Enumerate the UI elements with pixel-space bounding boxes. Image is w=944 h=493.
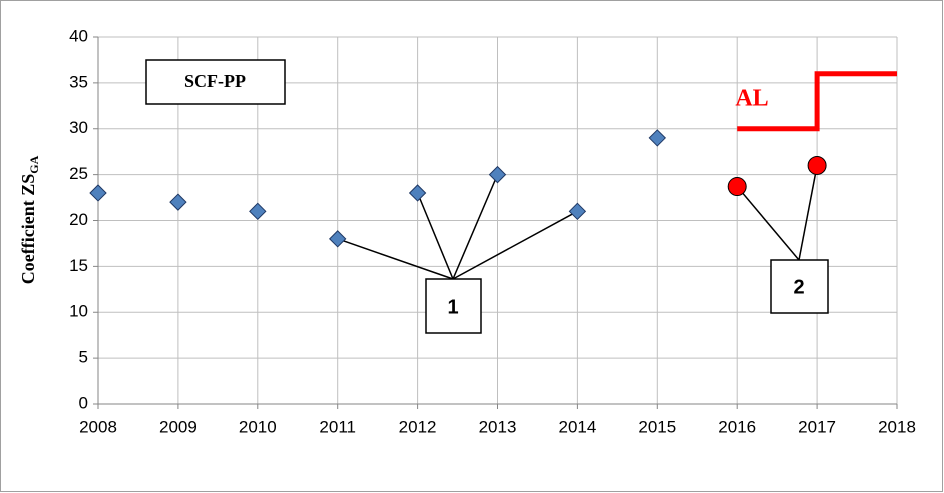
- y-tick-label: 15: [69, 256, 88, 275]
- limit-line: [737, 71, 897, 132]
- x-tick-label: 2009: [159, 417, 197, 436]
- y-tick-label: 10: [69, 302, 88, 321]
- y-tick-label: 20: [69, 210, 88, 229]
- point: [89, 184, 107, 202]
- point: [727, 177, 747, 197]
- x-tick-label: 2017: [798, 417, 836, 436]
- x-tick-label: 2010: [239, 417, 277, 436]
- annotation: 1: [447, 296, 458, 318]
- point: [408, 184, 427, 202]
- y-axis-label-sub: GA: [27, 155, 41, 173]
- x-tick-label: 2018: [878, 417, 916, 436]
- y-tick-label: 0: [79, 393, 88, 412]
- annotation: AL: [735, 86, 768, 112]
- y-tick-label: 35: [69, 72, 88, 91]
- annotation-box: [145, 59, 286, 105]
- point: [328, 230, 347, 248]
- y-tick-label: 5: [79, 348, 88, 367]
- point: [249, 202, 267, 221]
- callout-line: [416, 192, 454, 280]
- callout-line: [736, 186, 800, 261]
- x-tick-label: 2013: [479, 417, 517, 436]
- point: [568, 202, 587, 221]
- x-tick-label: 2008: [79, 417, 117, 436]
- x-tick-label: 2015: [638, 417, 676, 436]
- x-tick-label: 2011: [319, 417, 356, 436]
- y-tick-label: 30: [69, 118, 88, 137]
- y-tick-label: 40: [69, 26, 88, 45]
- point: [807, 155, 827, 175]
- annotation: SCF-PP: [184, 71, 246, 91]
- callout-line: [452, 210, 578, 280]
- y-axis-label: Coefficient ZSGA: [18, 155, 41, 284]
- point: [488, 165, 507, 184]
- callout-line: [337, 238, 454, 280]
- x-tick-label: 2016: [718, 417, 756, 436]
- callout-line: [452, 174, 499, 280]
- point: [648, 129, 667, 147]
- x-tick-label: 2014: [558, 417, 596, 436]
- annotation-box: [425, 278, 482, 334]
- y-axis-label-main: Coefficient ZS: [18, 174, 38, 284]
- annotation: 2: [793, 276, 804, 298]
- x-tick-label: 2012: [399, 417, 437, 436]
- y-tick-label: 25: [69, 164, 88, 183]
- callout-line: [798, 165, 818, 261]
- point: [169, 193, 187, 211]
- annotation-box: [770, 259, 829, 314]
